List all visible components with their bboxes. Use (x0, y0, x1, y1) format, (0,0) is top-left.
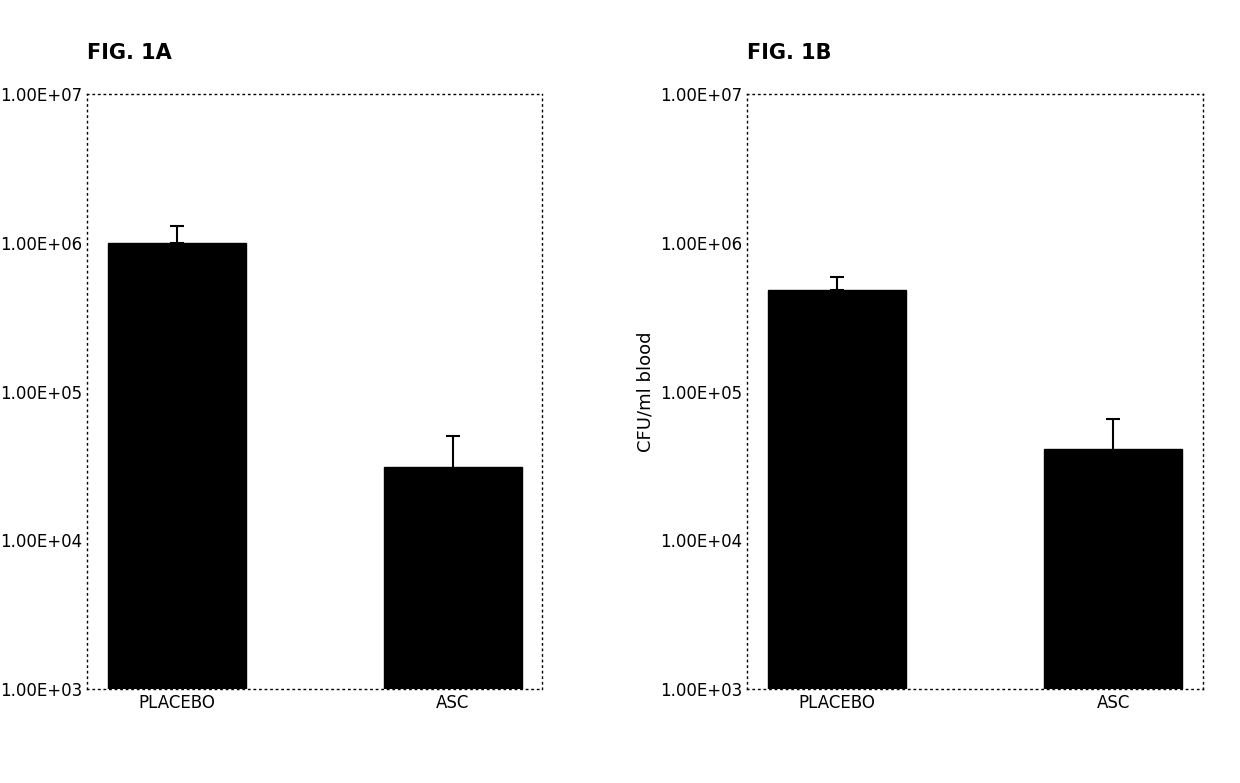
Text: FIG. 1B: FIG. 1B (748, 42, 832, 63)
Bar (1044, 449, 1182, 689)
Y-axis label: CFU/ml blood: CFU/ml blood (636, 331, 655, 452)
Bar (768, 290, 906, 689)
Bar (108, 243, 246, 689)
Bar (383, 467, 522, 689)
Text: FIG. 1A: FIG. 1A (87, 42, 171, 63)
